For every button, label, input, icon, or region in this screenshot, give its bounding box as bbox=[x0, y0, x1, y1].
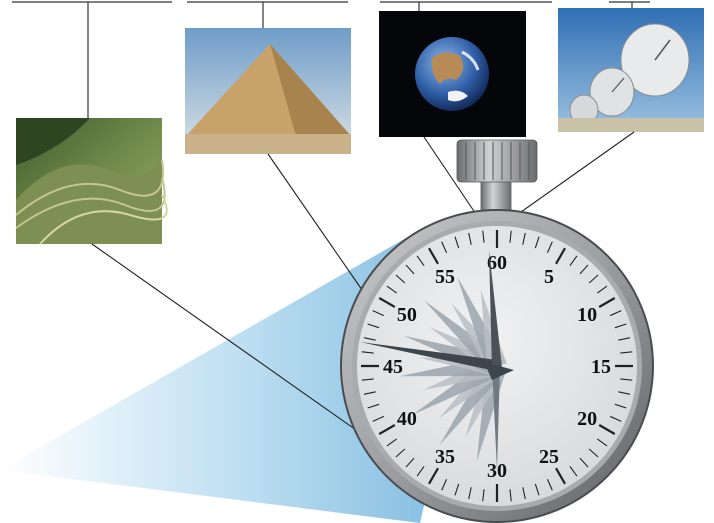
minor-tick bbox=[482, 230, 485, 243]
time-beam bbox=[0, 230, 430, 523]
stopwatch-crown bbox=[456, 139, 538, 211]
minor-tick bbox=[522, 487, 526, 500]
minor-tick bbox=[482, 489, 485, 502]
minor-tick bbox=[534, 236, 540, 249]
minor-tick bbox=[367, 403, 380, 409]
minor-tick bbox=[454, 483, 460, 496]
minor-tick bbox=[372, 310, 384, 317]
photo-radio-telescopes bbox=[558, 8, 704, 132]
minor-tick bbox=[468, 487, 472, 500]
hour-hand bbox=[360, 342, 500, 372]
dial-number: 25 bbox=[539, 446, 559, 468]
minor-tick bbox=[618, 391, 631, 395]
dial-number: 30 bbox=[487, 460, 507, 482]
minor-tick bbox=[588, 274, 599, 284]
minor-tick bbox=[579, 457, 589, 468]
minor-tick bbox=[441, 479, 448, 491]
minor-tick bbox=[416, 255, 425, 267]
minor-tick bbox=[614, 403, 627, 409]
dial-number: 10 bbox=[577, 304, 597, 326]
minor-tick bbox=[372, 415, 384, 422]
dial-number: 40 bbox=[397, 408, 417, 430]
minor-tick bbox=[618, 337, 631, 341]
major-tick bbox=[555, 467, 566, 485]
minor-tick bbox=[522, 232, 526, 245]
major-tick bbox=[555, 247, 566, 265]
center-cap bbox=[484, 362, 514, 380]
photo-rice-terraces bbox=[15, 118, 168, 245]
minor-tick bbox=[395, 274, 406, 284]
minor-tick bbox=[596, 285, 608, 294]
minor-tick bbox=[509, 489, 512, 502]
minor-tick bbox=[579, 264, 589, 275]
minor-tick bbox=[588, 448, 599, 458]
minor-tick bbox=[363, 391, 376, 395]
major-tick bbox=[428, 247, 439, 265]
dial-number: 45 bbox=[383, 356, 403, 378]
minor-tick bbox=[361, 378, 374, 381]
dial-number: 15 bbox=[591, 356, 611, 378]
dial-number: 5 bbox=[544, 266, 554, 288]
minor-tick bbox=[367, 323, 380, 329]
second-hand-tail bbox=[492, 366, 500, 470]
minute-hand bbox=[489, 250, 502, 370]
minor-tick bbox=[546, 241, 553, 253]
minor-tick bbox=[395, 448, 406, 458]
minor-tick bbox=[386, 285, 398, 294]
minor-tick bbox=[454, 236, 460, 249]
minor-tick bbox=[569, 255, 578, 267]
minor-tick bbox=[509, 230, 512, 243]
minor-tick bbox=[468, 232, 472, 245]
minor-tick bbox=[363, 337, 376, 341]
minor-tick bbox=[610, 310, 622, 317]
dial-numbers: 60 5 10 15 20 25 30 35 40 45 50 55 bbox=[383, 252, 611, 482]
photo-earth bbox=[379, 11, 526, 137]
major-tick bbox=[378, 424, 396, 435]
minor-tick bbox=[386, 438, 398, 447]
dial-number: 55 bbox=[435, 266, 455, 288]
dial-number: 50 bbox=[397, 304, 417, 326]
dial-number: 20 bbox=[577, 408, 597, 430]
minor-tick bbox=[534, 483, 540, 496]
dial-ticks bbox=[361, 230, 633, 502]
minor-tick bbox=[361, 351, 374, 354]
minor-tick bbox=[405, 264, 415, 275]
minor-tick bbox=[620, 351, 633, 354]
major-tick bbox=[598, 424, 616, 435]
major-tick bbox=[428, 467, 439, 485]
dial-number: 60 bbox=[487, 252, 507, 274]
photo-pyramid bbox=[185, 28, 351, 154]
minor-tick bbox=[569, 465, 578, 477]
major-tick bbox=[598, 297, 616, 308]
minor-tick bbox=[416, 465, 425, 477]
dial-number: 35 bbox=[435, 446, 455, 468]
minor-tick bbox=[610, 415, 622, 422]
minor-tick bbox=[441, 241, 448, 253]
minor-tick bbox=[620, 378, 633, 381]
minor-tick bbox=[596, 438, 608, 447]
minor-tick bbox=[614, 323, 627, 329]
minor-tick bbox=[546, 479, 553, 491]
timeline-bars bbox=[12, 1, 650, 118]
minor-tick bbox=[405, 457, 415, 468]
major-tick bbox=[378, 297, 396, 308]
